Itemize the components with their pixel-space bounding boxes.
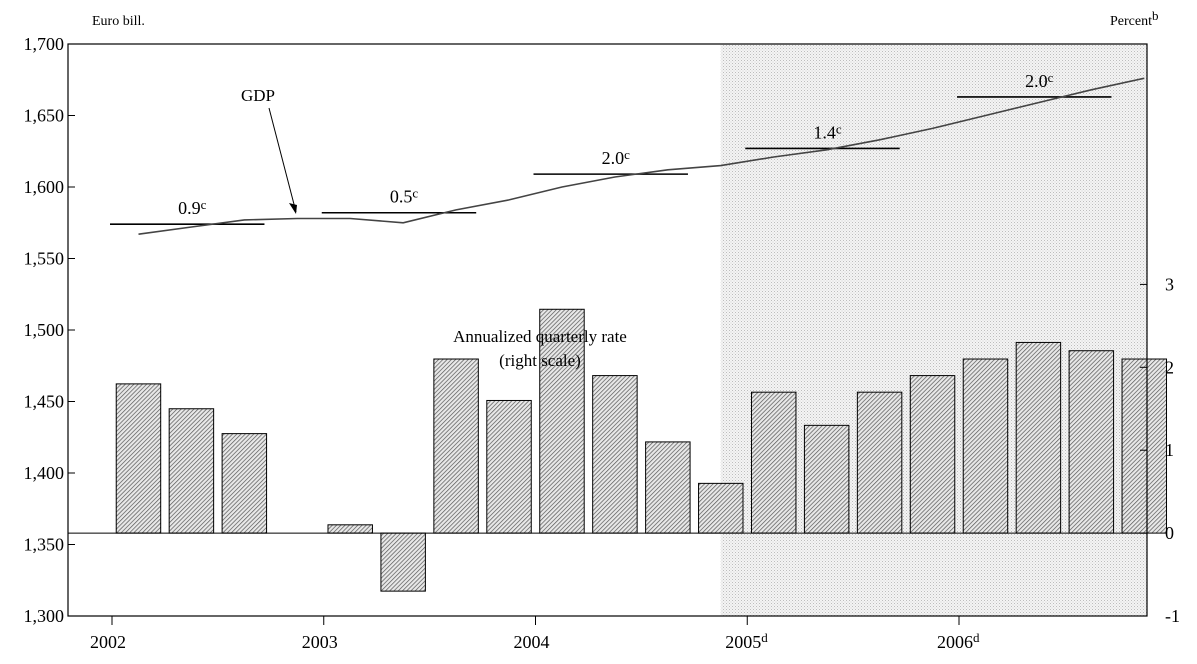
bar-q5: [327, 524, 373, 534]
avg-value-2006: 2.0: [1025, 71, 1048, 91]
left-tick-label-1400: 1,400: [24, 463, 65, 483]
left-axis-unit: Euro bill.: [92, 14, 145, 29]
gdp-line: [138, 77, 1145, 235]
bar-series-label-line2: (right scale): [499, 351, 581, 370]
bar-q14: [803, 424, 850, 534]
avg-value-2002: 0.9: [178, 198, 201, 218]
left-tick-label-1300: 1,300: [24, 606, 65, 626]
avg-value-2004: 2.0: [602, 148, 625, 168]
avg-sup-2003: c: [412, 186, 418, 201]
right-tick-label--1: -1: [1165, 606, 1180, 626]
x-tick-year-2002: 2002: [90, 632, 126, 652]
avg-label-2003: 0.5c: [390, 186, 419, 207]
x-tick-year-2004: 2004: [514, 632, 550, 652]
bar-q2: [168, 408, 215, 534]
avg-label-2006: 2.0c: [1025, 70, 1054, 91]
bar-q19: [1068, 350, 1115, 534]
left-tick-label-1600: 1,600: [24, 177, 65, 197]
x-tick-sup-2005: d: [761, 630, 768, 645]
bar-q7: [433, 358, 479, 534]
bar-q18: [1015, 341, 1062, 534]
left-tick-label-1650: 1,650: [24, 106, 65, 126]
bar-q3: [221, 433, 268, 534]
left-tick-label-1450: 1,450: [24, 392, 65, 412]
bar-q1: [115, 383, 162, 534]
bar-series: [115, 308, 1168, 592]
bar-q11: [645, 441, 691, 534]
avg-sup-2002: c: [201, 197, 207, 212]
x-tick-sup-2006: d: [973, 630, 980, 645]
bar-series-label-line1: Annualized quarterly rate: [453, 327, 627, 346]
axes: 1,300 1,350 1,400 1,450 1,500 1,550 1,600 1,650…: [24, 34, 1181, 652]
x-tick-label-2003: 2003: [302, 632, 338, 652]
annual-average-lines: 0.9c 0.5c2.0c1.4c2.0c: [110, 70, 1112, 225]
x-tick-label-2005: 2005d: [725, 630, 768, 652]
gdp-label: GDP: [241, 86, 275, 105]
left-tick-label-1550: 1,550: [24, 249, 65, 269]
right-tick-label-3: 3: [1165, 274, 1174, 294]
x-tick-year-2005: 2005: [725, 632, 761, 652]
avg-label-2002: 0.9c: [178, 197, 207, 218]
avg-sup-2005: c: [836, 121, 842, 136]
avg-value-2003: 0.5: [390, 187, 413, 207]
bar-q17: [962, 358, 1009, 534]
x-tick-label-2004: 2004: [514, 632, 550, 652]
bar-q8: [486, 399, 532, 534]
right-tick-label-1: 1: [1165, 440, 1174, 460]
right-tick-label-0: 0: [1165, 523, 1174, 543]
gdp-arrow-head: [289, 203, 297, 214]
right-axis-unit: Percentb: [1110, 8, 1158, 29]
bar-q16: [909, 375, 956, 534]
bar-q13: [750, 391, 797, 534]
avg-label-2005: 1.4c: [813, 121, 842, 142]
avg-label-2004: 2.0c: [602, 147, 631, 168]
avg-value-2005: 1.4: [813, 122, 836, 142]
bar-q15: [856, 391, 903, 534]
left-tick-label-1700: 1,700: [24, 34, 65, 54]
right-axis-unit-sup: b: [1152, 8, 1159, 23]
avg-sup-2004: c: [624, 147, 630, 162]
bar-q9: [539, 308, 585, 534]
x-tick-year-2006: 2006: [937, 632, 973, 652]
bar-q6: [380, 532, 426, 592]
x-tick-label-2002: 2002: [90, 632, 126, 652]
x-tick-year-2003: 2003: [302, 632, 338, 652]
bar-q12: [698, 482, 744, 534]
bar-q20: [1121, 358, 1168, 534]
right-axis-unit-text: Percent: [1110, 14, 1152, 29]
left-tick-label-1350: 1,350: [24, 535, 65, 555]
right-tick-label-2: 2: [1165, 357, 1174, 377]
bar-q10: [592, 375, 638, 534]
x-tick-label-2006: 2006d: [937, 630, 980, 652]
left-tick-label-1500: 1,500: [24, 320, 65, 340]
avg-sup-2006: c: [1048, 70, 1054, 85]
gdp-arrow-shaft: [268, 107, 297, 213]
